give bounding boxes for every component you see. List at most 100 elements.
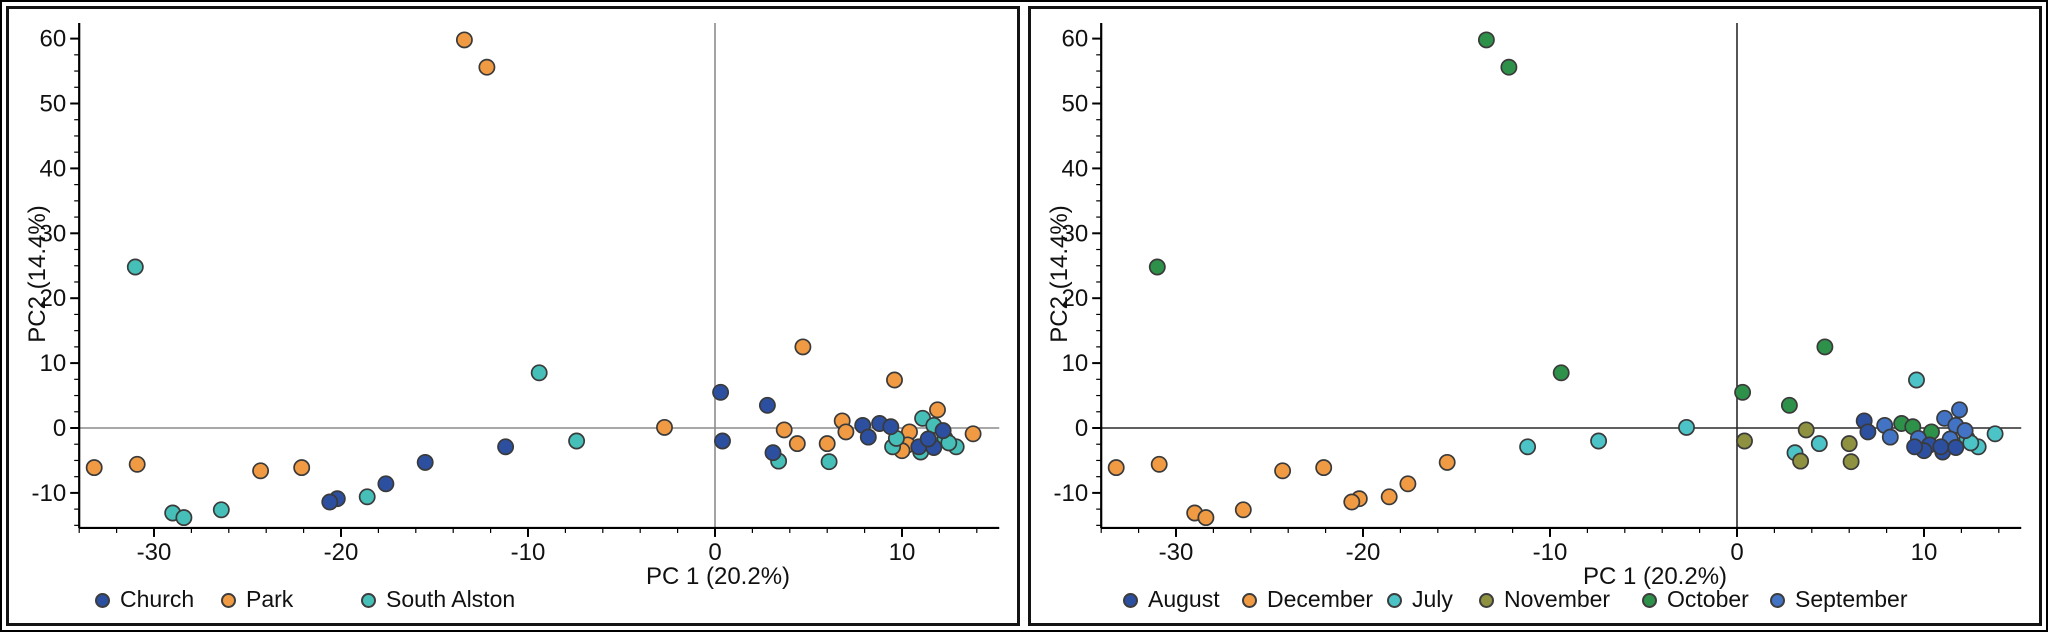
data-point-september (1951, 401, 1968, 419)
data-point-october (1734, 383, 1752, 401)
axes (78, 23, 1000, 530)
major-ticks (1092, 37, 1925, 537)
data-point-park (293, 459, 311, 477)
scatter-plot-by-site: -30 -20 -10 0 10 -10 0 10 20 30 40 50 60 (32, 23, 1000, 566)
data-point-park (837, 423, 855, 441)
data-point-park (788, 435, 806, 453)
data-point-park (85, 459, 103, 477)
x-tick-label: 10 (1911, 539, 1938, 566)
y-tick-label: 20 (1061, 285, 1088, 312)
data-point-park (478, 58, 496, 76)
data-point-church (321, 493, 339, 511)
data-point-church (859, 428, 877, 446)
data-point-october (1816, 338, 1834, 356)
tick-labels: -30 -20 -10 0 10 -10 0 10 20 30 40 50 60 (32, 26, 916, 566)
y-tick-label: 60 (39, 26, 66, 53)
data-point-park (128, 455, 146, 473)
x-axis-title: PC 1 (20.2%) (1582, 563, 1728, 590)
data-point-park (656, 418, 673, 436)
y-tick-label: 10 (39, 350, 66, 377)
data-point-church (758, 396, 776, 414)
y-tick-label: 0 (1075, 415, 1088, 442)
data-point-august (1932, 438, 1950, 456)
y-tick-label: -10 (32, 480, 67, 507)
data-point-december (1380, 488, 1398, 506)
data-point-church (882, 418, 900, 436)
data-point-november (1797, 421, 1815, 439)
data-point-december (1197, 509, 1215, 527)
scatter-plot-by-month: -30 -20 -10 0 10 -10 0 10 20 30 40 50 60 (1054, 23, 2022, 566)
data-point-park (252, 462, 270, 480)
data-point-october (1780, 396, 1798, 414)
y-tick-label: 30 (39, 220, 66, 247)
data-point-october (1477, 31, 1495, 49)
x-tick-label: -20 (324, 539, 359, 566)
data-point-south-alston (530, 364, 548, 382)
y-tick-label: 0 (53, 415, 66, 442)
data-point-october (1552, 364, 1570, 382)
data-points (1107, 31, 2004, 527)
y-tick-label: 50 (1061, 91, 1088, 118)
data-point-september (1956, 422, 1974, 440)
data-point-south-alston (175, 509, 193, 527)
data-point-december (1107, 459, 1125, 477)
x-tick-label: 10 (889, 539, 916, 566)
data-point-august (1947, 439, 1965, 456)
data-point-park (964, 425, 982, 443)
y-axis-title: PC2 (14.4%) (24, 205, 51, 343)
data-point-park (886, 371, 903, 389)
data-point-church (934, 422, 952, 440)
data-point-december (1234, 501, 1252, 519)
data-point-july (1810, 435, 1828, 453)
pca-plot-by-site-panel: -30 -20 -10 0 10 -10 0 10 20 30 40 50 60 PC 1 (20.2%… (6, 6, 1020, 626)
data-point-november (1792, 452, 1810, 470)
data-point-south-alston (568, 432, 586, 450)
data-point-december (1399, 475, 1417, 493)
data-point-december (1274, 462, 1292, 480)
data-point-south-alston (126, 258, 144, 276)
axes (1100, 23, 2022, 530)
data-point-july (1678, 418, 1695, 436)
data-point-september (1881, 428, 1899, 446)
data-point-church (497, 438, 515, 456)
y-tick-label: 60 (1061, 26, 1088, 53)
data-point-november (1842, 453, 1860, 471)
data-point-december (1343, 493, 1361, 511)
pca-plot-by-month-panel: -30 -20 -10 0 10 -10 0 10 20 30 40 50 60 PC 1 (20.2%… (1028, 6, 2042, 626)
y-tick-label: -10 (1054, 480, 1089, 507)
x-tick-label: -30 (137, 539, 172, 566)
data-point-church (714, 432, 731, 450)
data-point-july (1519, 438, 1537, 456)
x-tick-label: -20 (1346, 539, 1381, 566)
data-point-november (1840, 435, 1858, 453)
data-point-church (712, 383, 730, 401)
x-tick-label: -30 (1159, 539, 1194, 566)
data-point-park (794, 338, 812, 356)
data-point-park (775, 421, 793, 439)
data-point-october (1500, 58, 1518, 76)
data-point-church (764, 444, 782, 462)
minor-ticks (1096, 54, 2000, 533)
data-point-south-alston (358, 488, 376, 506)
data-point-south-alston (820, 453, 838, 471)
data-point-park (929, 401, 946, 419)
data-point-october (1148, 258, 1166, 276)
data-point-december (1438, 453, 1456, 471)
tick-labels: -30 -20 -10 0 10 -10 0 10 20 30 40 50 60 (1054, 26, 1938, 566)
y-tick-label: 40 (39, 155, 66, 182)
minor-ticks (74, 54, 978, 533)
data-point-church (919, 430, 937, 448)
data-points (85, 31, 982, 527)
data-point-july (1590, 432, 1608, 450)
y-axis-title: PC2 (14.4%) (1046, 205, 1073, 343)
data-point-august (1906, 438, 1924, 456)
data-point-november (1736, 432, 1753, 450)
x-tick-label: -10 (511, 539, 546, 566)
data-point-july (1986, 425, 2004, 443)
data-point-july (1908, 371, 1925, 389)
major-ticks (70, 37, 903, 537)
data-point-park (818, 435, 836, 453)
data-point-august (1859, 423, 1877, 441)
data-point-church (377, 475, 395, 493)
